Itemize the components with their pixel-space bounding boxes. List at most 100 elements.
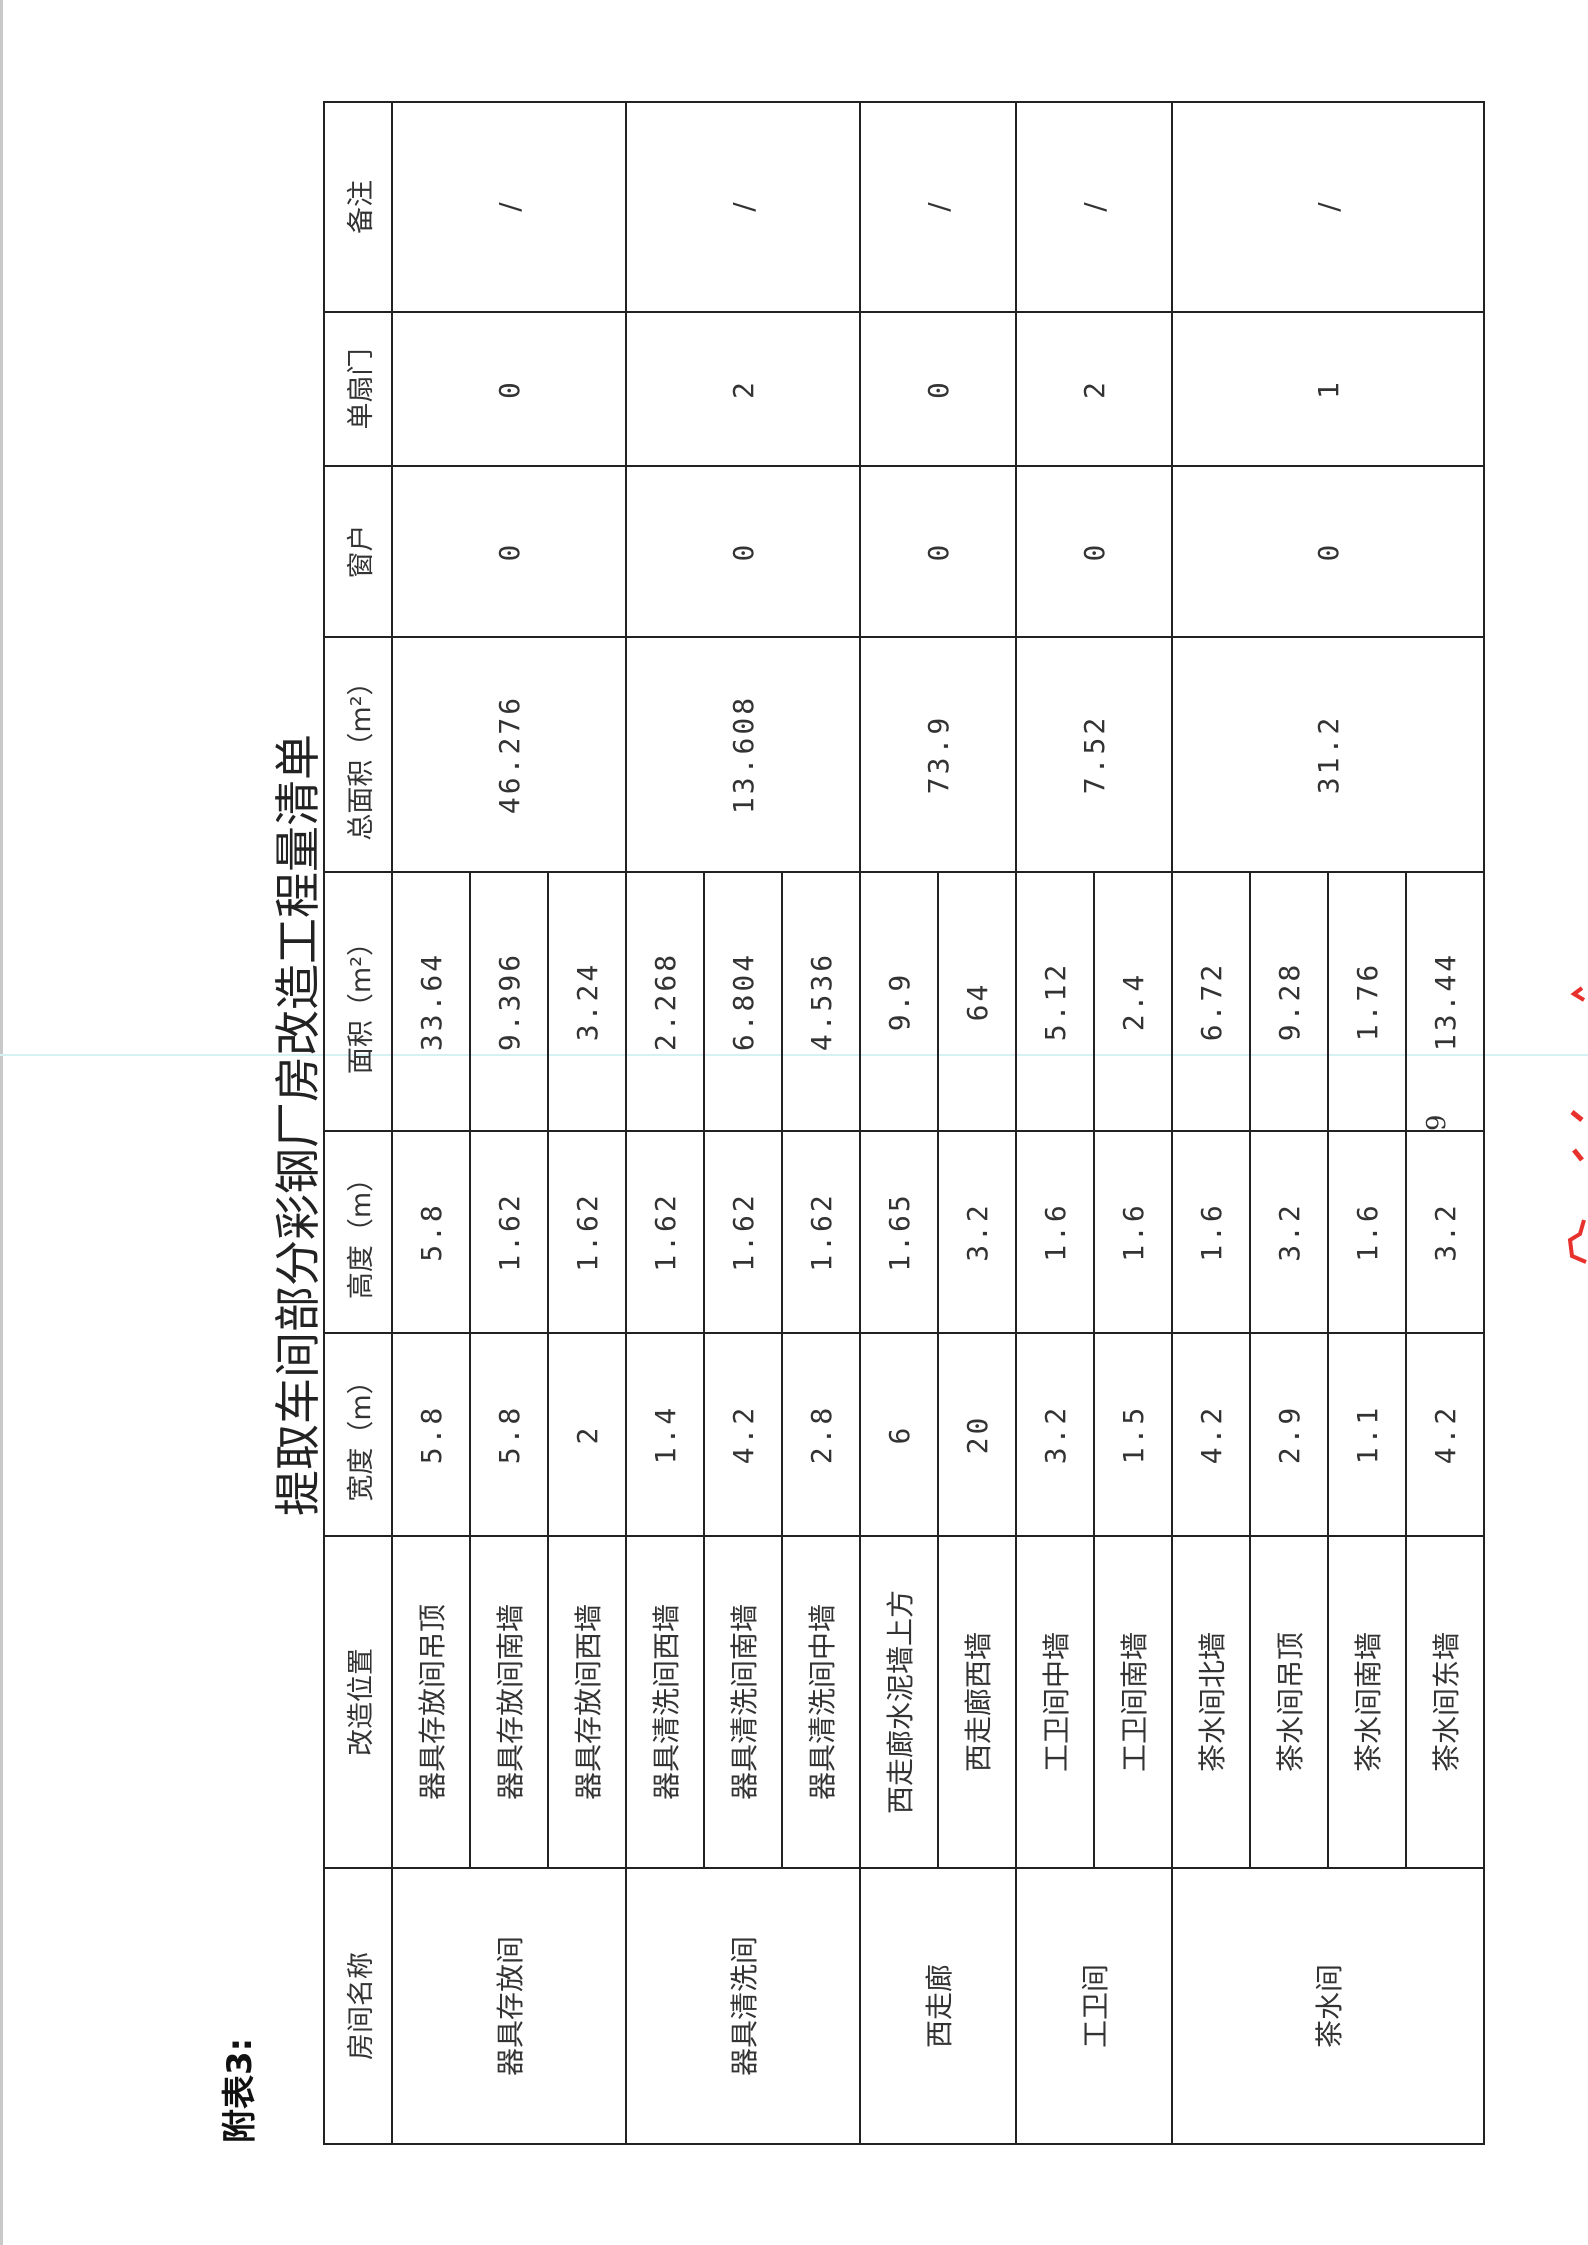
single-doors-cell: 2 (1016, 312, 1172, 466)
table-row: 西走廊 西走廊水泥墙上方 6 1.65 9.9 73.9 0 0/ (860, 102, 1016, 2144)
single-doors-cell: 1 (1172, 312, 1484, 466)
header-total-area: 总面积（m²） (324, 637, 392, 872)
width-cell: 2.9 (1250, 1333, 1328, 1536)
height-cell: 1.62 (782, 1131, 860, 1333)
height-cell: 1.6 (1172, 1131, 1250, 1333)
height-cell: 1.62 (548, 1131, 626, 1333)
width-cell: 5.8 (392, 1333, 470, 1536)
table-row: 工卫间 工卫间中墙 3.2 1.6 5.12 7.52 0 2/ (1016, 102, 1172, 2144)
height-cell: 3.2 (1250, 1131, 1328, 1333)
width-cell: 4.2 (1172, 1333, 1250, 1536)
height-cell: 1.6 (1094, 1131, 1172, 1333)
width-cell: 2 (548, 1333, 626, 1536)
area-cell: 6.72 (1172, 872, 1250, 1131)
height-cell: 1.6 (1016, 1131, 1094, 1333)
page-number: 9 (1422, 1114, 1452, 1131)
location-cell: 西走廊西墙 (938, 1536, 1016, 1868)
windows-cell: 0 (392, 466, 626, 637)
area-cell: 3.24 (548, 872, 626, 1131)
height-cell: 5.8 (392, 1131, 470, 1333)
remark-cell: / (392, 102, 626, 312)
remark-cell: / (860, 102, 1016, 312)
windows-cell: 0 (626, 466, 860, 637)
windows-cell: 0 (1172, 466, 1484, 637)
header-single-doors: 单扇门 (324, 312, 392, 466)
location-cell: 器具存放间吊顶 (392, 1536, 470, 1868)
table-row: 器具存放间 器具存放间吊顶 5.8 5.8 33.64 46.276 0 0/ (392, 102, 626, 2144)
height-cell: 3.2 (938, 1131, 1016, 1333)
room-name-cell: 茶水间 (1172, 1868, 1484, 2144)
area-cell: 5.12 (1016, 872, 1094, 1131)
room-name-cell: 器具存放间 (392, 1868, 626, 2144)
single-doors-cell: 2 (626, 312, 860, 466)
location-cell: 器具清洗间西墙 (626, 1536, 704, 1868)
room-name-cell: 工卫间 (1016, 1868, 1172, 2144)
width-cell: 3.2 (1016, 1333, 1094, 1536)
width-cell: 6 (860, 1333, 938, 1536)
width-cell: 2.8 (782, 1333, 860, 1536)
windows-cell: 0 (860, 466, 1016, 637)
width-cell: 1.4 (626, 1333, 704, 1536)
location-cell: 茶水间北墙 (1172, 1536, 1250, 1868)
location-cell: 器具存放间南墙 (470, 1536, 548, 1868)
location-cell: 茶水间南墙 (1328, 1536, 1406, 1868)
location-cell: 器具清洗间南墙 (704, 1536, 782, 1868)
windows-cell: 0 (1016, 466, 1172, 637)
location-cell: 西走廊水泥墙上方 (860, 1536, 938, 1868)
room-name-cell: 西走廊 (860, 1868, 1016, 2144)
header-area: 面积（m²） (324, 872, 392, 1131)
width-cell: 4.2 (1406, 1333, 1484, 1536)
width-cell: 1.5 (1094, 1333, 1172, 1536)
width-cell: 20 (938, 1333, 1016, 1536)
location-cell: 器具清洗间中墙 (782, 1536, 860, 1868)
width-cell: 5.8 (470, 1333, 548, 1536)
height-cell: 1.62 (704, 1131, 782, 1333)
height-cell: 1.6 (1328, 1131, 1406, 1333)
area-cell: 33.64 (392, 872, 470, 1131)
total-area-cell: 31.2 (1172, 637, 1484, 872)
header-room-name: 房间名称 (324, 1868, 392, 2144)
height-cell: 3.2 (1406, 1131, 1484, 1333)
remark-cell: / (626, 102, 860, 312)
table-header-row: 房间名称 改造位置 宽度（m） 高度（m） 面积（m²） 总面积（m²） 窗户 单扇门 备注 (324, 102, 392, 2144)
remark-cell: / (1172, 102, 1484, 312)
appendix-label: 附表3: (220, 2037, 260, 2143)
table-row: 器具清洗间 器具清洗间西墙 1.4 1.62 2.268 13.608 0 2/ (626, 102, 860, 2144)
height-cell: 1.62 (470, 1131, 548, 1333)
area-cell: 2.268 (626, 872, 704, 1131)
total-area-cell: 7.52 (1016, 637, 1172, 872)
area-cell: 9.9 (860, 872, 938, 1131)
area-cell: 13.44 (1406, 872, 1484, 1131)
document-title: 提取车间部分彩钢厂房改造工程量清单 (271, 734, 325, 1516)
location-cell: 工卫间南墙 (1094, 1536, 1172, 1868)
stamp-stroke (1570, 1110, 1584, 1122)
stamp-stroke (1570, 986, 1586, 1002)
table-body: 器具存放间 器具存放间吊顶 5.8 5.8 33.64 46.276 0 0/器具存放间南墙 5… (392, 102, 1484, 2144)
width-cell: 1.1 (1328, 1333, 1406, 1536)
location-cell: 工卫间中墙 (1016, 1536, 1094, 1868)
area-cell: 4.536 (782, 872, 860, 1131)
stamp-stroke (1567, 1219, 1587, 1264)
area-cell: 9.28 (1250, 872, 1328, 1131)
total-area-cell: 13.608 (626, 637, 860, 872)
area-cell: 1.76 (1328, 872, 1406, 1131)
location-cell: 茶水间吊顶 (1250, 1536, 1328, 1868)
stamp-stroke (1572, 1148, 1584, 1162)
area-cell: 64 (938, 872, 1016, 1131)
header-remark: 备注 (324, 102, 392, 312)
height-cell: 1.65 (860, 1131, 938, 1333)
height-cell: 1.62 (626, 1131, 704, 1333)
location-cell: 器具存放间西墙 (548, 1536, 626, 1868)
header-windows: 窗户 (324, 466, 392, 637)
total-area-cell: 73.9 (860, 637, 1016, 872)
location-cell: 茶水间东墙 (1406, 1536, 1484, 1868)
header-width: 宽度（m） (324, 1333, 392, 1536)
table-row: 茶水间 茶水间北墙 4.2 1.6 6.72 31.2 0 1/ (1172, 102, 1484, 2144)
quantity-table: 房间名称 改造位置 宽度（m） 高度（m） 面积（m²） 总面积（m²） 窗户 单扇门 备注 器… (323, 101, 1485, 2145)
remark-cell: / (1016, 102, 1172, 312)
single-doors-cell: 0 (860, 312, 1016, 466)
header-location: 改造位置 (324, 1536, 392, 1868)
total-area-cell: 46.276 (392, 637, 626, 872)
area-cell: 6.804 (704, 872, 782, 1131)
